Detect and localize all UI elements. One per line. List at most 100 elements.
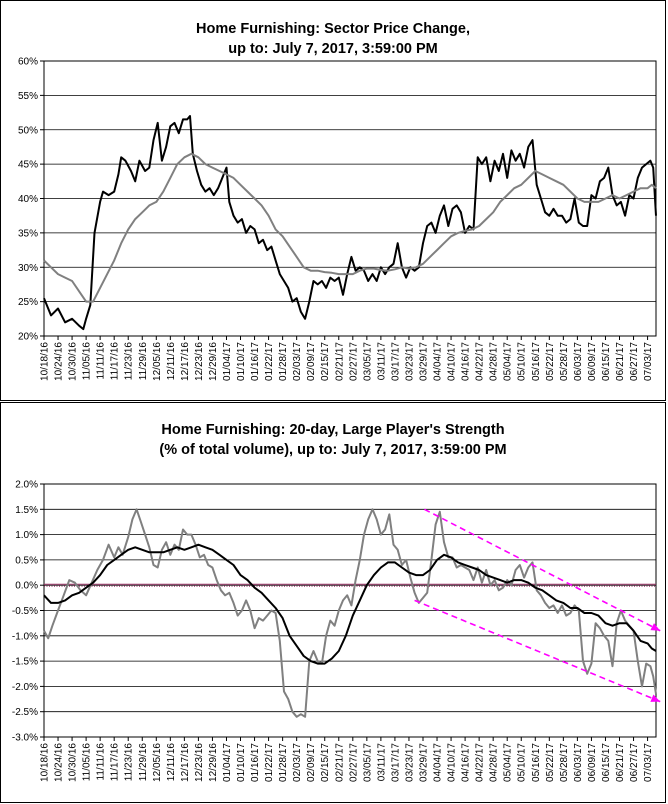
y-tick-label: 2.0% (15, 480, 38, 491)
x-tick-label: 10/24/16 (54, 342, 65, 381)
strength-chart: -3.0% -2.5% -2.0% -1.5% -1.0% -0.5% 0.0% 0.5% 1.… (12, 480, 661, 782)
x-tick-label: 12/23/16 (194, 342, 205, 381)
x-tick-label: 01/22/17 (264, 743, 275, 782)
x-tick-label: 10/30/16 (68, 743, 79, 782)
x-tick-label: 06/09/17 (587, 342, 598, 381)
trend-line-1 (414, 599, 661, 703)
x-tick-label: 01/10/17 (236, 342, 247, 381)
x-tick-label: 03/11/17 (376, 743, 387, 782)
x-tick-label: 02/09/17 (306, 743, 317, 782)
x-tick-label: 11/11/16 (96, 743, 107, 781)
x-tick-label: 05/04/17 (503, 342, 514, 381)
y-tick-label: 50% (18, 125, 38, 136)
x-tick-label: 12/29/16 (208, 743, 219, 782)
x-tick-label: 11/17/16 (110, 342, 121, 381)
y-tick-label: 0.5% (15, 555, 38, 566)
x-tick-label: 10/30/16 (68, 342, 79, 381)
x-tick-label: 06/15/17 (601, 342, 612, 381)
x-tick-label: 05/16/17 (531, 342, 542, 381)
x-tick-label: 04/16/17 (461, 743, 472, 782)
x-tick-label: 11/29/16 (138, 342, 149, 381)
x-tick-label: 11/05/16 (82, 743, 93, 782)
x-tick-label: 10/18/16 (40, 342, 51, 381)
x-tick-label: 06/21/17 (615, 342, 626, 381)
x-tick-label: 12/23/16 (194, 743, 205, 782)
x-tick-label: 01/04/17 (222, 743, 233, 782)
x-tick-label: 04/28/17 (489, 743, 500, 782)
x-tick-label: 04/04/17 (433, 342, 444, 381)
y-tick-label: -2.0% (12, 682, 38, 693)
x-tick-label: 10/18/16 (40, 743, 51, 782)
x-tick-label: 12/17/16 (180, 743, 191, 782)
x-tick-label: 06/03/17 (573, 342, 584, 381)
x-tick-label: 03/23/17 (404, 342, 415, 381)
x-tick-label: 04/22/17 (475, 743, 486, 782)
price-chart-title: Home Furnishing: Sector Price Change, (196, 21, 470, 37)
x-tick-label: 03/05/17 (362, 342, 373, 381)
x-tick-label: 12/05/16 (152, 342, 163, 381)
y-tick-label: 35% (18, 228, 38, 239)
x-tick-label: 03/23/17 (404, 743, 415, 782)
x-tick-label: 07/03/17 (643, 743, 654, 782)
x-tick-label: 05/28/17 (559, 743, 570, 782)
x-tick-label: 04/22/17 (475, 342, 486, 381)
y-tick-label: 1.5% (15, 505, 38, 516)
series-line-0 (43, 508, 657, 718)
y-tick-label: -1.5% (12, 657, 38, 668)
y-tick-label: 25% (18, 297, 38, 308)
price-chart-subtitle: up to: July 7, 2017, 3:59:00 PM (228, 41, 438, 57)
x-tick-label: 03/29/17 (418, 342, 429, 381)
y-tick-label: 45% (18, 160, 38, 171)
series-line-1 (43, 152, 657, 303)
x-tick-label: 02/03/17 (292, 342, 303, 381)
x-tick-label: 02/27/17 (348, 342, 359, 381)
x-tick-label: 12/17/16 (180, 342, 191, 381)
x-tick-label: 11/11/16 (96, 342, 107, 380)
x-tick-label: 05/28/17 (559, 342, 570, 381)
x-tick-label: 12/05/16 (152, 743, 163, 782)
x-tick-label: 06/15/17 (601, 743, 612, 782)
y-tick-label: -0.5% (12, 606, 38, 617)
strength-panel: Home Furnishing: 20-day, Large Player's … (0, 402, 666, 803)
trend-arrow-1 (650, 694, 661, 702)
trend-line-0 (424, 508, 661, 632)
x-tick-label: 07/03/17 (643, 342, 654, 381)
x-tick-label: 03/29/17 (418, 743, 429, 782)
price-change-chart: 20% 25% 30% 35% 40% 45% 50% 55% 60% 10/18/16 10/24… (18, 57, 657, 381)
y-tick-label: 30% (18, 263, 38, 274)
x-tick-label: 06/03/17 (573, 743, 584, 782)
x-tick-label: 01/04/17 (222, 342, 233, 381)
y-tick-label: -2.5% (12, 707, 38, 718)
x-tick-label: 01/28/17 (278, 342, 289, 381)
x-tick-label: 01/16/17 (250, 743, 261, 782)
x-tick-label: 12/11/16 (166, 342, 177, 381)
x-tick-label: 05/22/17 (545, 743, 556, 782)
y-tick-label: -1.0% (12, 631, 38, 642)
strength-chart-subtitle: (% of total volume), up to: July 7, 2017… (159, 442, 507, 458)
x-tick-label: 03/05/17 (362, 743, 373, 782)
y-tick-label: 55% (18, 91, 38, 102)
x-tick-label: 05/22/17 (545, 342, 556, 381)
x-tick-label: 04/28/17 (489, 342, 500, 381)
x-tick-label: 04/10/17 (447, 743, 458, 782)
y-tick-label: -3.0% (12, 733, 38, 744)
x-tick-label: 11/05/16 (82, 342, 93, 381)
series-line-1 (43, 543, 657, 665)
x-tick-label: 05/10/17 (517, 743, 528, 782)
y-tick-label: 0.0% (15, 581, 38, 592)
x-tick-label: 11/29/16 (138, 743, 149, 782)
x-tick-label: 02/21/17 (334, 342, 345, 381)
x-tick-label: 11/17/16 (110, 743, 121, 782)
x-tick-label: 01/22/17 (264, 342, 275, 381)
y-tick-label: 20% (18, 332, 38, 343)
strength-chart-title: Home Furnishing: 20-day, Large Player's … (161, 422, 505, 438)
x-tick-label: 05/16/17 (531, 743, 542, 782)
x-tick-label: 01/16/17 (250, 342, 261, 381)
x-tick-label: 12/29/16 (208, 342, 219, 381)
x-tick-label: 06/27/17 (629, 342, 640, 381)
x-tick-label: 02/03/17 (292, 743, 303, 782)
x-tick-label: 06/27/17 (629, 743, 640, 782)
x-tick-label: 05/04/17 (503, 743, 514, 782)
x-tick-label: 06/09/17 (587, 743, 598, 782)
x-tick-label: 02/15/17 (320, 342, 331, 381)
